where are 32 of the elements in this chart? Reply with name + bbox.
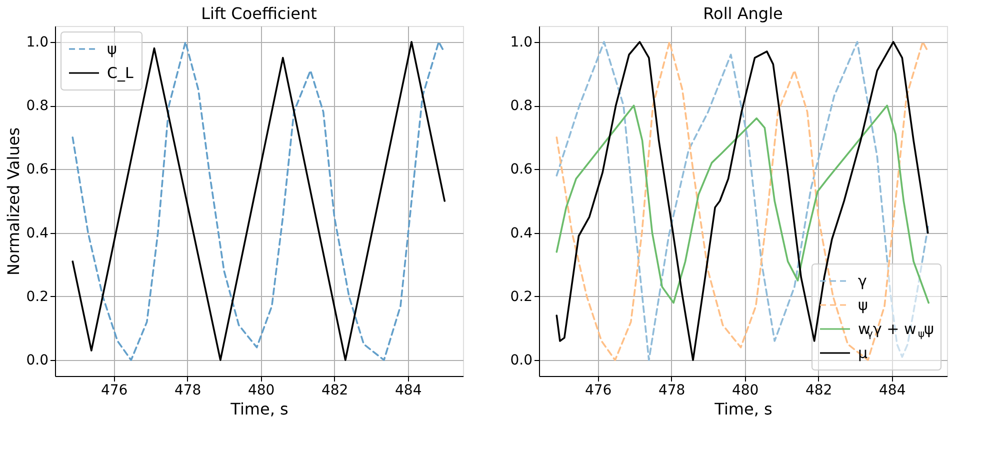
y-tick-label: 0.4 <box>510 225 533 242</box>
y-tick-label: 0.8 <box>26 98 48 114</box>
x-tick-label: 482 <box>805 382 832 398</box>
y-axis-title: Normalized Values <box>4 127 24 276</box>
chart-title: Lift Coefficient <box>201 4 317 23</box>
x-tick-label: 476 <box>100 382 128 398</box>
legend-label: ψ <box>107 40 117 58</box>
y-tick-label: 0.6 <box>510 162 533 178</box>
legend-label: C_L <box>107 64 134 82</box>
y-tick-label: 0.0 <box>26 352 48 369</box>
legend-label: ψ <box>858 296 868 314</box>
y-tick-label: 1.0 <box>26 34 48 50</box>
legend-label: μ <box>858 344 868 362</box>
y-tick-label: 0.6 <box>26 162 49 178</box>
x-tick-label: 478 <box>174 382 202 398</box>
y-tick-label: 0.2 <box>26 288 48 305</box>
y-tick-label: 0.8 <box>510 98 532 114</box>
legend-label: γ <box>858 272 867 290</box>
x-tick-label: 476 <box>584 382 612 398</box>
y-tick-label: 1.0 <box>510 34 532 50</box>
x-tick-label: 478 <box>658 382 686 398</box>
y-tick-label: 0.2 <box>510 288 532 305</box>
x-axis-title: Time, s <box>714 400 772 418</box>
x-tick-label: 482 <box>321 382 348 398</box>
x-axis-title: Time, s <box>230 400 288 418</box>
x-tick-label: 480 <box>732 382 759 398</box>
x-tick-label: 480 <box>248 382 275 398</box>
y-tick-label: 0.4 <box>26 225 49 242</box>
x-tick-label: 484 <box>395 382 422 398</box>
y-tick-label: 0.0 <box>510 352 532 369</box>
x-tick-label: 484 <box>879 382 906 398</box>
chart-title: Roll Angle <box>703 4 783 23</box>
